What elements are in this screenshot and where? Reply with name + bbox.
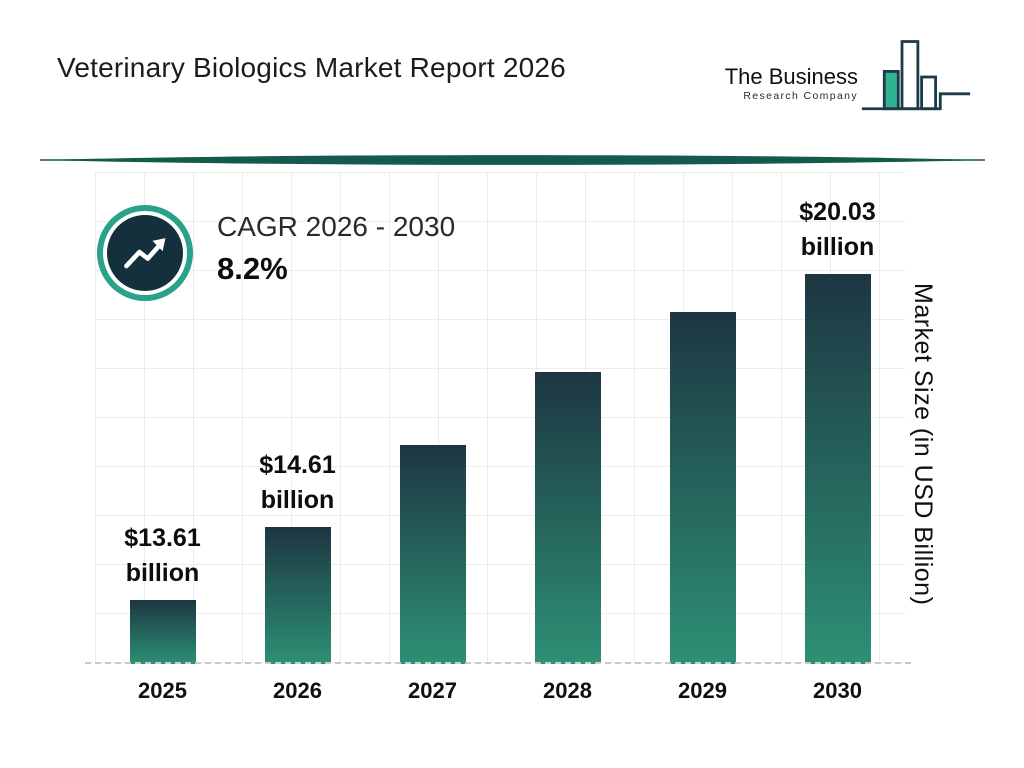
bar-value-label: $14.61 billion bbox=[259, 451, 336, 514]
bar-2026 bbox=[264, 527, 331, 664]
x-axis-tick-2025: 2025 bbox=[138, 678, 187, 703]
bar-series: $13.61 billion 2025 $14.61 billion 2026 2027 20… bbox=[95, 172, 905, 703]
cagr-label: CAGR 2026 - 2030 bbox=[217, 211, 456, 242]
chart-plot-area: $13.61 billion 2025 $14.61 billion 2026 2027 20… bbox=[85, 172, 911, 703]
bar-column-2026: $14.61 billion 2026 bbox=[259, 172, 335, 703]
y-axis-label: Market Size (in USD Billion) bbox=[909, 283, 937, 606]
bar-column-2027: 2027 bbox=[399, 172, 466, 703]
bar-column-2028: 2028 bbox=[534, 172, 601, 703]
logo-bar-chart-icon bbox=[861, 40, 971, 111]
bar-value-label: $13.61 billion bbox=[124, 524, 201, 587]
bar-column-2029: 2029 bbox=[669, 172, 736, 703]
cagr-badge-gap bbox=[103, 211, 187, 295]
x-axis-tick-2030: 2030 bbox=[813, 678, 862, 703]
x-axis-tick-2026: 2026 bbox=[273, 678, 322, 703]
bar-2028 bbox=[534, 372, 601, 664]
company-logo: The Business Research Company bbox=[725, 34, 972, 120]
cagr-badge: CAGR 2026 - 2030 8.2% bbox=[97, 205, 455, 301]
x-axis-baseline bbox=[85, 662, 911, 664]
trend-up-icon bbox=[107, 215, 183, 291]
logo-name: The Business bbox=[724, 64, 858, 90]
company-logo-text: The Business Research Company bbox=[724, 64, 858, 103]
chart-gridlines bbox=[95, 172, 905, 664]
bar-2025 bbox=[129, 600, 196, 664]
logo-subname: Research Company bbox=[743, 90, 858, 103]
bar-2029 bbox=[669, 312, 736, 664]
divider-line bbox=[40, 155, 985, 165]
x-axis-tick-2028: 2028 bbox=[543, 678, 592, 703]
bar-value-label: $20.03 billion bbox=[799, 198, 876, 261]
cagr-text: CAGR 2026 - 2030 8.2% bbox=[217, 205, 455, 287]
cagr-value: 8.2% bbox=[217, 251, 288, 286]
bar-2030 bbox=[804, 274, 871, 664]
cagr-badge-ring bbox=[97, 205, 193, 301]
bar-column-2030: $20.03 billion 2030 bbox=[799, 172, 875, 703]
x-axis-tick-2029: 2029 bbox=[678, 678, 727, 703]
x-axis-tick-2027: 2027 bbox=[408, 678, 457, 703]
page-title: Veterinary Biologics Market Report 2026 bbox=[57, 52, 566, 83]
bar-column-2025: $13.61 billion 2025 bbox=[124, 172, 200, 703]
bar-2027 bbox=[399, 445, 466, 664]
